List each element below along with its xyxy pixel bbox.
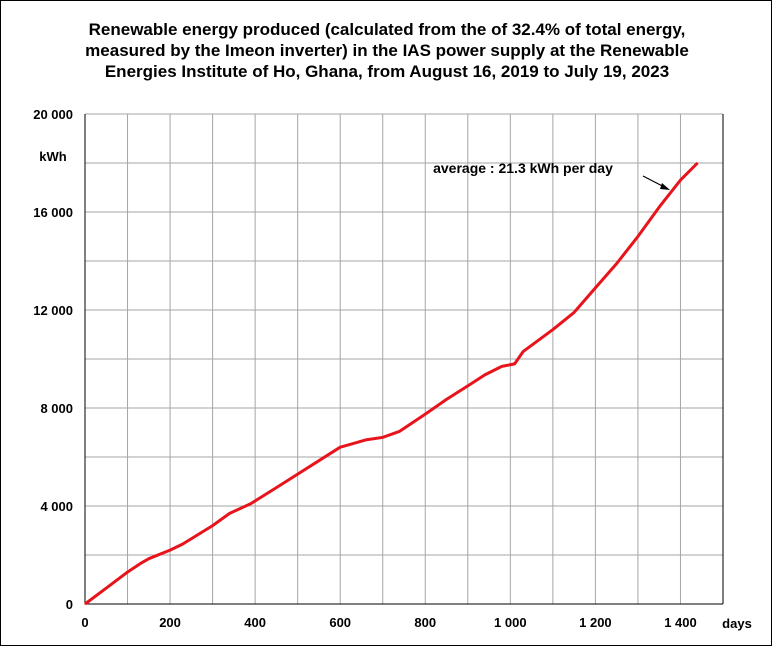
x-tick-label: 0 bbox=[81, 615, 88, 630]
data-point bbox=[467, 385, 469, 387]
chart-title-line-3: Energies Institute of Ho, Ghana, from Au… bbox=[104, 62, 670, 81]
data-point bbox=[212, 525, 214, 527]
series-line bbox=[84, 161, 699, 606]
x-tick-label: 1 200 bbox=[579, 615, 612, 630]
data-point bbox=[679, 179, 682, 181]
x-tick-label: 800 bbox=[414, 615, 436, 630]
data-point bbox=[637, 235, 639, 238]
annotation-group: average : 21.3 kWh per day bbox=[433, 160, 670, 190]
y-tick-label: 0 bbox=[66, 597, 73, 612]
data-point bbox=[382, 436, 384, 438]
data-point bbox=[126, 571, 129, 573]
data-point bbox=[339, 446, 341, 448]
data-point bbox=[105, 587, 107, 589]
data-point bbox=[84, 603, 86, 605]
annotation-text: average : 21.3 kWh per day bbox=[433, 160, 613, 176]
data-point bbox=[229, 512, 231, 514]
annotation-arrow-head bbox=[660, 183, 670, 190]
data-point bbox=[318, 460, 320, 462]
data-point bbox=[484, 374, 486, 376]
data-point bbox=[552, 329, 554, 331]
data-point bbox=[275, 487, 277, 489]
chart-title: Renewable energy produced (calculated fr… bbox=[1, 19, 772, 82]
axes bbox=[84, 114, 724, 605]
x-tick-label: 400 bbox=[244, 615, 266, 630]
data-point bbox=[658, 206, 660, 208]
x-tick-label: 600 bbox=[329, 615, 351, 630]
data-point bbox=[501, 365, 503, 367]
data-point bbox=[445, 398, 448, 401]
data-point bbox=[696, 162, 699, 164]
data-point bbox=[365, 439, 367, 441]
y-tick-label: 8 000 bbox=[40, 401, 73, 416]
chart-title-line-1: Renewable energy produced (calculated fr… bbox=[88, 20, 686, 39]
chart-title-line-2: measured by the Imeon inverter) in the I… bbox=[85, 41, 689, 60]
data-point bbox=[139, 562, 141, 565]
x-tick-label: 1 000 bbox=[494, 615, 527, 630]
data-point bbox=[297, 473, 299, 475]
data-point bbox=[148, 558, 150, 560]
y-tick-label: 4 000 bbox=[40, 499, 73, 514]
data-point bbox=[573, 311, 575, 314]
y-tick-label: 12 000 bbox=[33, 303, 73, 318]
data-point bbox=[169, 549, 171, 551]
y-tick-labels: 0 4 000 8 000 12 000 16 000 20 000 bbox=[33, 107, 73, 612]
data-point bbox=[594, 287, 597, 289]
x-tick-labels: 0 200 400 600 800 1 000 1 200 1 400 bbox=[81, 615, 696, 630]
data-point bbox=[616, 262, 618, 265]
y-tick-label: 16 000 bbox=[33, 205, 73, 220]
data-point bbox=[250, 502, 252, 505]
x-tick-label: 1 400 bbox=[664, 615, 697, 630]
data-point bbox=[399, 430, 401, 432]
data-point bbox=[182, 543, 184, 545]
y-tick-label: 20 000 bbox=[33, 107, 73, 122]
data-point bbox=[424, 413, 426, 415]
x-tick-label: 200 bbox=[159, 615, 181, 630]
data-point bbox=[522, 351, 524, 353]
data-point bbox=[513, 363, 516, 365]
y-axis-label: kWh bbox=[39, 149, 67, 164]
grid bbox=[85, 113, 723, 604]
x-axis-label: days bbox=[722, 616, 752, 631]
series-group bbox=[84, 161, 699, 606]
data-point bbox=[348, 444, 350, 446]
